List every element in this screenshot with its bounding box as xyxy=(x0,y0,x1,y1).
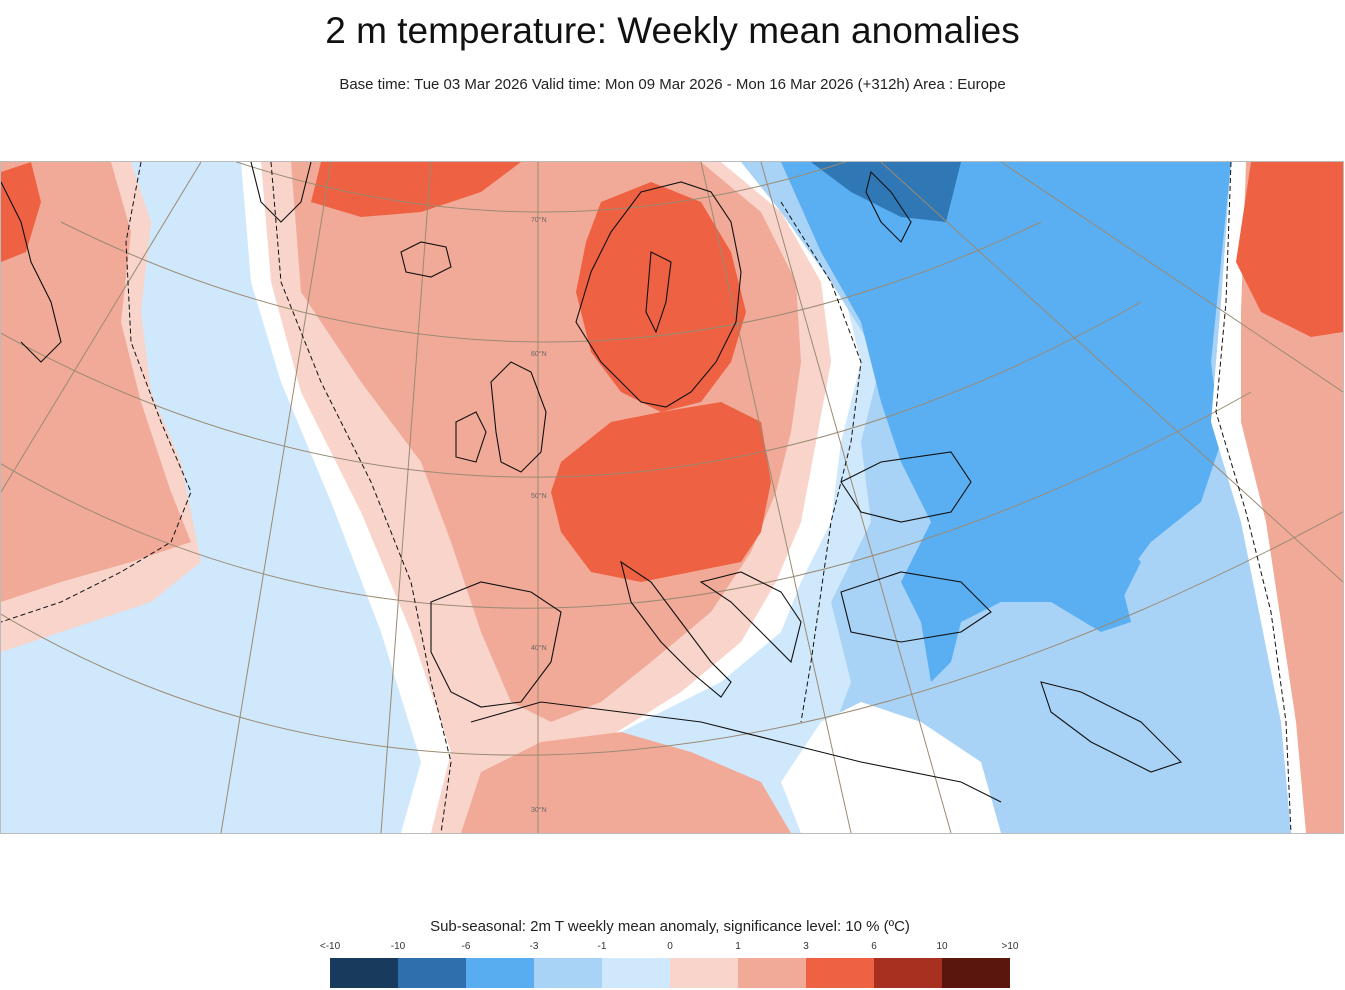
parallel-50n xyxy=(1,301,1142,478)
legend-title: Sub-seasonal: 2m T weekly mean anomaly, … xyxy=(430,918,910,935)
legend-swatch-4 xyxy=(602,958,670,988)
legend-swatch-9 xyxy=(942,958,1010,988)
meridian-e4 xyxy=(1000,162,1343,393)
barents-strong-cool xyxy=(811,162,961,222)
legend-tick-label: 10 xyxy=(936,941,948,952)
baltic-sea-coast xyxy=(645,251,672,334)
west-atlantic-warm-core xyxy=(1,162,191,602)
meridian-w3 xyxy=(380,162,432,833)
legend-swatch-2 xyxy=(466,958,534,988)
legend-tick-label: 3 xyxy=(803,941,809,952)
legend-tick-label: >10 xyxy=(1001,941,1019,952)
legend-swatch-8 xyxy=(874,958,942,988)
legend-tick-labels: <-10 -10 -6 -3 -1 0 1 3 6 10 >10 xyxy=(0,941,1345,955)
lat-label-60n: 60°N xyxy=(531,350,547,358)
lat-label-40n: 40°N xyxy=(531,644,547,652)
legend-swatch-7 xyxy=(806,958,874,988)
far-east-strong-warm xyxy=(1236,162,1343,337)
legend-tick-label: 0 xyxy=(667,941,673,952)
parallel-60n xyxy=(60,221,1042,343)
central-europe-strong-warm xyxy=(551,402,771,582)
north-africa-warm-zone xyxy=(461,732,791,833)
lat-label-30n: 30°N xyxy=(531,806,547,814)
significance-contours xyxy=(1,162,1292,833)
meridian-e1 xyxy=(700,162,852,833)
anomaly-map[interactable]: 70°N 60°N 50°N 40°N 30°N xyxy=(0,161,1344,834)
coastlines xyxy=(1,162,1183,803)
ireland-coast xyxy=(455,411,487,463)
north-africa-coast xyxy=(470,701,1002,803)
british-isles-coast xyxy=(490,361,547,473)
parallel-40n xyxy=(1,391,1252,609)
novaya-zemlya-coast xyxy=(865,170,912,243)
legend-swatch-5 xyxy=(670,958,738,988)
legend-tick-label: 1 xyxy=(735,941,741,952)
meridian-w1 xyxy=(1,162,202,493)
iberia-coast xyxy=(430,581,562,708)
map-canvas: 70°N 60°N 50°N 40°N 30°N xyxy=(1,162,1343,833)
italy-coast xyxy=(620,560,732,698)
greenland-coast xyxy=(250,162,312,223)
lat-label-50n: 50°N xyxy=(531,492,547,500)
greenland-sea-warm-patch xyxy=(1,162,41,262)
legend-swatch-1 xyxy=(398,958,466,988)
scandinavia-strong-warm xyxy=(576,182,746,412)
graticule xyxy=(1,162,1343,833)
legend-tick-label: -6 xyxy=(461,941,471,952)
scandinavia-coast xyxy=(575,181,742,408)
balkans-coast xyxy=(699,571,802,664)
legend-tick-label: 6 xyxy=(871,941,877,952)
legend-color-bar xyxy=(330,958,1010,988)
anatolia-coast xyxy=(840,571,992,643)
europe-significance-contour xyxy=(270,162,452,833)
legend-tick-label: -1 xyxy=(597,941,607,952)
far-east-significance-contour xyxy=(1215,162,1292,833)
atlantic-significance-contour xyxy=(1,162,192,623)
black-sea-moderate-cool xyxy=(936,482,1141,602)
iceland-coast xyxy=(400,241,452,278)
page-subtitle: Base time: Tue 03 Mar 2026 Valid time: M… xyxy=(339,76,1006,93)
page-title: 2 m temperature: Weekly mean anomalies xyxy=(325,10,1020,51)
black-sea-coast xyxy=(840,451,972,523)
parallel-70n xyxy=(235,162,847,213)
legend-tick-label: <-10 xyxy=(319,941,341,952)
lat-label-70n: 70°N xyxy=(531,216,547,224)
legend-tick-label: -10 xyxy=(390,941,406,952)
north-atlantic-strong-warm xyxy=(311,162,521,217)
eastern-significance-contour xyxy=(780,201,862,723)
west-greenland-coast xyxy=(1,181,62,363)
parallel-30n xyxy=(1,511,1343,756)
legend-swatch-0 xyxy=(330,958,398,988)
legend-swatch-3 xyxy=(534,958,602,988)
legend-tick-label: -3 xyxy=(529,941,539,952)
caspian-coast xyxy=(1040,681,1183,773)
meridian-e2 xyxy=(760,162,952,833)
meridian-w2 xyxy=(220,162,332,833)
meridian-e3 xyxy=(880,162,1343,583)
legend-swatch-6 xyxy=(738,958,806,988)
latitude-labels: 70°N 60°N 50°N 40°N 30°N xyxy=(531,216,547,814)
